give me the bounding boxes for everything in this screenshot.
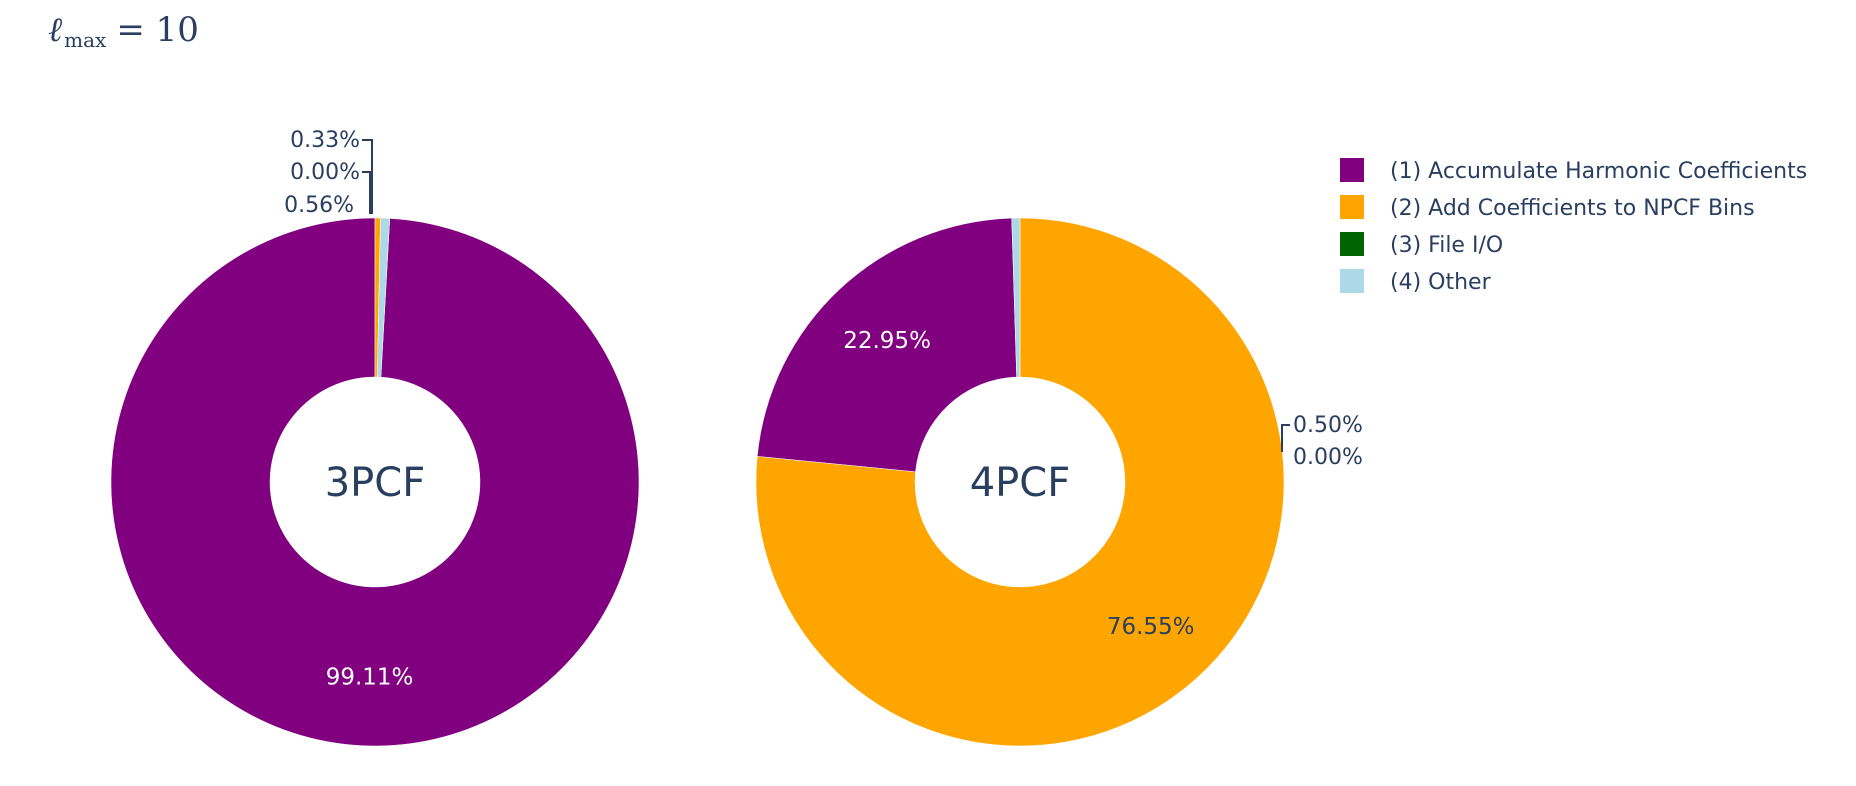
legend-label: (1) Accumulate Harmonic Coefficients (1390, 159, 1807, 184)
slice-label-other: 0.56% (284, 193, 354, 218)
legend-swatch (1340, 232, 1364, 256)
legend-swatch (1340, 195, 1364, 219)
slice-label-other: 0.50% (1293, 413, 1363, 438)
legend-label: (3) File I/O (1390, 233, 1503, 258)
legend-swatch (1340, 269, 1364, 293)
title-symbol: ℓ (48, 10, 63, 50)
legend-item-file-i-o[interactable]: (3) File I/O (1340, 232, 1503, 258)
legend: (1) Accumulate Harmonic Coefficients (2) … (1340, 158, 1807, 295)
legend-item-accumulate-harmonic-coefficients[interactable]: (1) Accumulate Harmonic Coefficients (1340, 158, 1807, 184)
chart-title: ℓ max = 10 (48, 10, 199, 52)
slice-label-add-coefficients-to-npcf-bins: 76.55% (1107, 614, 1195, 640)
slice-3pcf-other[interactable] (376, 217, 391, 378)
slice-4pcf-other[interactable] (1011, 217, 1021, 378)
slice-label-file-i-o: 0.00% (290, 160, 360, 185)
pie-center-label: 4PCF (970, 460, 1071, 506)
slice-label-add-coefficients-to-npcf-bins: 0.33% (290, 128, 360, 153)
label-leader-line (1281, 424, 1290, 452)
legend-item-add-coefficients-to-npcf-bins[interactable]: (2) Add Coefficients to NPCF Bins (1340, 195, 1755, 221)
slice-4pcf-accumulate-harmonic-coefficients[interactable] (756, 217, 1017, 473)
label-leader-line (362, 139, 373, 214)
slice-label-file-i-o: 0.00% (1293, 445, 1363, 470)
slice-4pcf-add-coefficients-to-npcf-bins[interactable] (755, 217, 1285, 747)
legend-label: (4) Other (1390, 270, 1492, 295)
label-leader-line (362, 171, 371, 214)
slice-label-accumulate-harmonic-coefficients: 99.11% (326, 664, 414, 690)
slice-label-accumulate-harmonic-coefficients: 22.95% (843, 328, 931, 354)
title-value: = 10 (116, 10, 199, 50)
legend-label: (2) Add Coefficients to NPCF Bins (1390, 196, 1755, 221)
slice-3pcf-add-coefficients-to-npcf-bins[interactable] (374, 217, 381, 378)
pie-3pcf: 99.11% 0.56% 0.00% 0.33% 3PCF (110, 128, 640, 747)
title-subscript: max (64, 28, 107, 52)
pie-4pcf: 76.55% 22.95% 0.50% 0.00% 4PCF (755, 217, 1363, 747)
pie-center-label: 3PCF (325, 460, 426, 506)
slice-3pcf-accumulate-harmonic-coefficients[interactable] (110, 217, 640, 747)
legend-swatch (1340, 158, 1364, 182)
pies-layer: 99.11% 0.56% 0.00% 0.33% 3PCF 76.55% 22.95% 0.5… (110, 128, 1363, 747)
legend-item-other[interactable]: (4) Other (1340, 269, 1492, 295)
